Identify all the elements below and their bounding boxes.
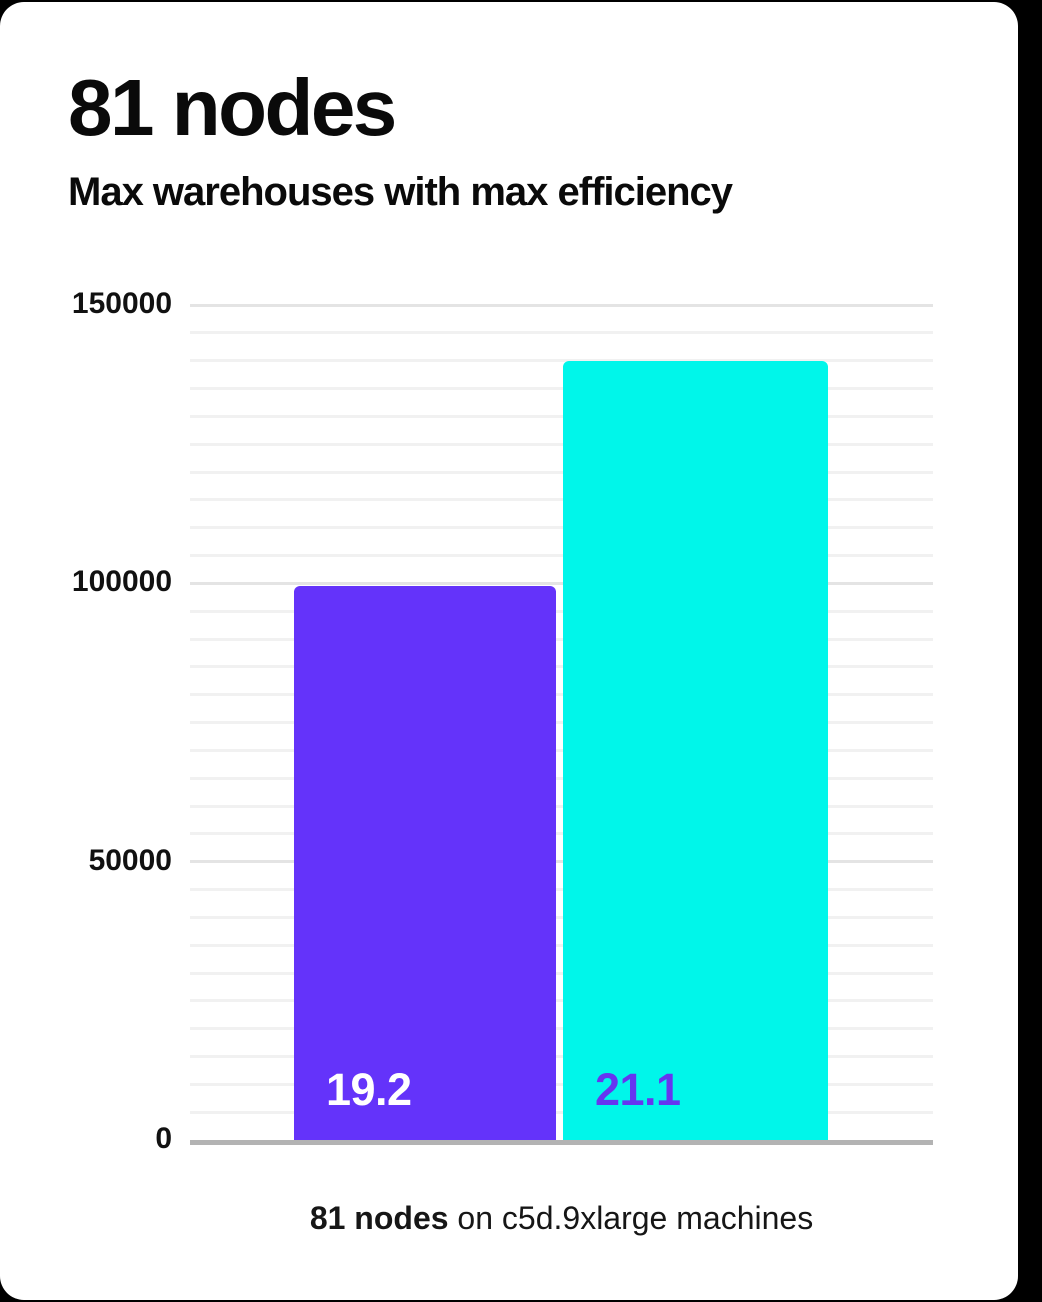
gridline-minor xyxy=(190,637,933,641)
plot-area: 19.2 21.1 xyxy=(190,303,933,1145)
bar-label-21.1: 21.1 xyxy=(595,1064,681,1115)
gridline-minor xyxy=(190,1055,933,1058)
bar-19.2: 19.2 xyxy=(294,586,556,1140)
gridline-minor xyxy=(190,387,933,390)
gridline-major xyxy=(190,303,933,307)
caption-bold-text: 81 nodes xyxy=(309,1200,449,1236)
y-tick-label-50000: 50000 xyxy=(88,843,172,877)
gridline-minor xyxy=(190,470,933,474)
y-tick-label-150000: 150000 xyxy=(71,287,172,320)
gridline-major xyxy=(190,581,933,585)
bar-21.1: 21.1 xyxy=(563,360,828,1140)
gridline-minor xyxy=(190,693,933,697)
gridline-minor xyxy=(190,971,933,975)
gridline-minor xyxy=(190,832,933,836)
gridline-minor xyxy=(190,943,933,947)
caption-regular-text: on c5d.9xlarge machines xyxy=(448,1200,814,1236)
gridline-minor xyxy=(190,1027,933,1031)
gridline-minor xyxy=(190,1082,933,1086)
gridline-minor xyxy=(190,804,933,808)
gridline-minor xyxy=(190,414,933,418)
gridline-minor xyxy=(190,999,933,1003)
gridline-minor xyxy=(190,665,933,669)
page-subtitle: Max warehouses with max efficiency xyxy=(68,170,733,214)
bar-label-19.2: 19.2 xyxy=(326,1064,412,1115)
y-tick-label-100000: 100000 xyxy=(71,565,172,599)
chart-caption: 81 nodes on c5d.9xlarge machines xyxy=(190,1200,933,1237)
gridline-minor xyxy=(190,721,933,724)
gridline-minor xyxy=(190,359,933,363)
gridline-minor xyxy=(190,888,933,891)
x-axis-baseline xyxy=(190,1140,933,1145)
gridline-minor xyxy=(190,498,933,502)
gridline-minor xyxy=(190,554,933,557)
chart-card: 81 nodes Max warehouses with max efficie… xyxy=(0,2,1018,1300)
gridline-minor xyxy=(190,915,933,919)
gridline-minor xyxy=(190,1110,933,1114)
page-title: 81 nodes xyxy=(68,63,397,152)
gridline-minor xyxy=(190,776,933,780)
gridline-minor xyxy=(190,526,933,530)
gridline-minor xyxy=(190,748,933,752)
gridline-minor xyxy=(190,331,933,335)
gridline-minor xyxy=(190,442,933,446)
gridline-major xyxy=(190,860,933,864)
y-tick-label-0: 0 xyxy=(155,1122,172,1155)
gridline-minor xyxy=(190,609,933,613)
